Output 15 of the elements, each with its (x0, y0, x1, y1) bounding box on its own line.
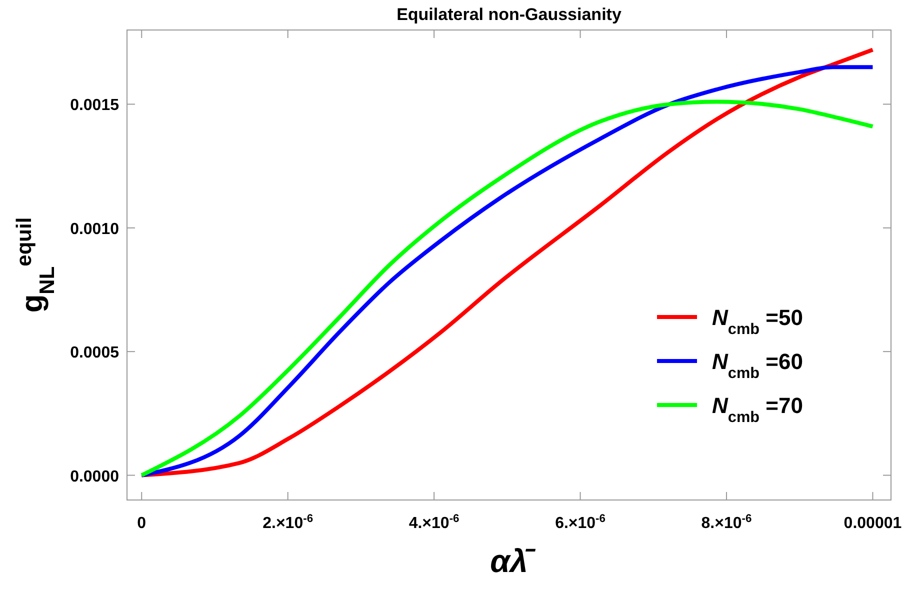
legend-label: N$_{cmb}$ =70 (712, 393, 803, 426)
chart-title: Equilateral non-Gaussianity (396, 5, 622, 24)
x-axis-title: αλ̄ (490, 543, 536, 579)
y-tick-label: 0.0010 (70, 220, 120, 238)
y-tick-label: 0.0005 (70, 344, 120, 362)
y-tick-label: 0.0000 (70, 468, 120, 486)
x-tick-label: 0 (137, 515, 146, 532)
x-tick-label: 6.×10$^{-6}$ (555, 513, 606, 532)
x-tick-label: 4.×10$^{-6}$ (408, 513, 460, 532)
x-tick-label: 8.×10$^{-6}$ (701, 513, 752, 532)
y-tick-label: 0.0015 (70, 97, 120, 114)
legend-label: N$_{cmb}$ =60 (712, 349, 803, 382)
x-tick-label: 0.00001 (844, 515, 902, 532)
x-tick-label: 2.×10$^{-6}$ (262, 513, 314, 532)
legend-label: N$_{cmb}$ =50 (712, 305, 803, 338)
